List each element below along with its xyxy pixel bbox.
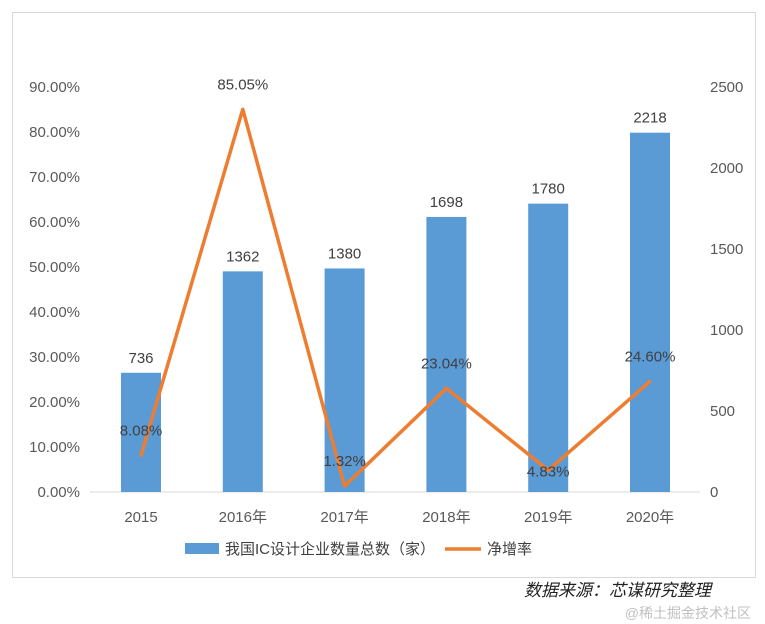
line-point: [241, 107, 245, 111]
right-axis-tick: 1500: [710, 241, 743, 258]
left-axis-tick: 40.00%: [29, 304, 80, 321]
left-axis-tick: 70.00%: [29, 169, 80, 186]
x-axis-tick: 2015: [124, 509, 157, 526]
left-axis-tick: 10.00%: [29, 439, 80, 456]
line-point: [648, 379, 652, 383]
legend-bar-label: 我国IC设计企业数量总数（家）: [225, 540, 435, 558]
bar: [121, 372, 161, 492]
bar-label: 1362: [226, 248, 259, 265]
source-note: 数据来源：芯谋研究整理: [524, 581, 711, 601]
right-axis-tick: 2000: [710, 160, 743, 177]
left-axis-tick: 60.00%: [29, 214, 80, 231]
left-axis-tick: 80.00%: [29, 124, 80, 141]
left-axis-tick: 90.00%: [29, 79, 80, 96]
x-axis-tick: 2019年: [524, 509, 572, 526]
x-axis-tick: 2016年: [219, 509, 267, 526]
line-label: 23.04%: [421, 355, 472, 372]
bar-label: 1780: [532, 181, 565, 198]
line-series: [139, 107, 652, 488]
legend-line-label: 净增率: [487, 541, 532, 558]
bar: [222, 271, 263, 492]
x-axis-tick: 2018年: [422, 509, 470, 526]
x-axis-tick: 2017年: [320, 509, 368, 526]
x-axis-tick: 2020年: [626, 509, 674, 526]
bar-label: 736: [128, 350, 153, 367]
bar: [426, 216, 467, 492]
bar: [324, 268, 365, 492]
right-axis-tick: 0: [710, 484, 718, 501]
bar: [630, 132, 670, 492]
bar-label: 2218: [633, 110, 666, 127]
line-point: [546, 468, 550, 472]
line-label: 24.60%: [625, 348, 676, 365]
right-axis-tick: 500: [710, 403, 735, 420]
line-label: 8.08%: [120, 423, 163, 440]
right-axis-tick: 1000: [710, 322, 743, 339]
line-point: [444, 386, 448, 390]
line-point: [139, 454, 143, 458]
left-axis-tick: 30.00%: [29, 349, 80, 366]
bar-label: 1698: [430, 194, 463, 211]
chart-frame: [12, 12, 756, 578]
line-label: 1.32%: [323, 453, 366, 470]
left-axis-tick: 20.00%: [29, 394, 80, 411]
line-label: 4.83%: [527, 463, 570, 480]
left-axis-tick: 0.00%: [37, 484, 80, 501]
right-axis-tick: 2500: [710, 79, 743, 96]
bar: [528, 203, 569, 492]
watermark: @稀土掘金技术社区: [624, 605, 751, 621]
line-point: [343, 484, 347, 488]
line-label: 85.05%: [217, 76, 268, 93]
legend-bar-swatch: [185, 543, 219, 554]
bar-label: 1380: [328, 245, 361, 262]
left-axis-tick: 50.00%: [29, 259, 80, 276]
